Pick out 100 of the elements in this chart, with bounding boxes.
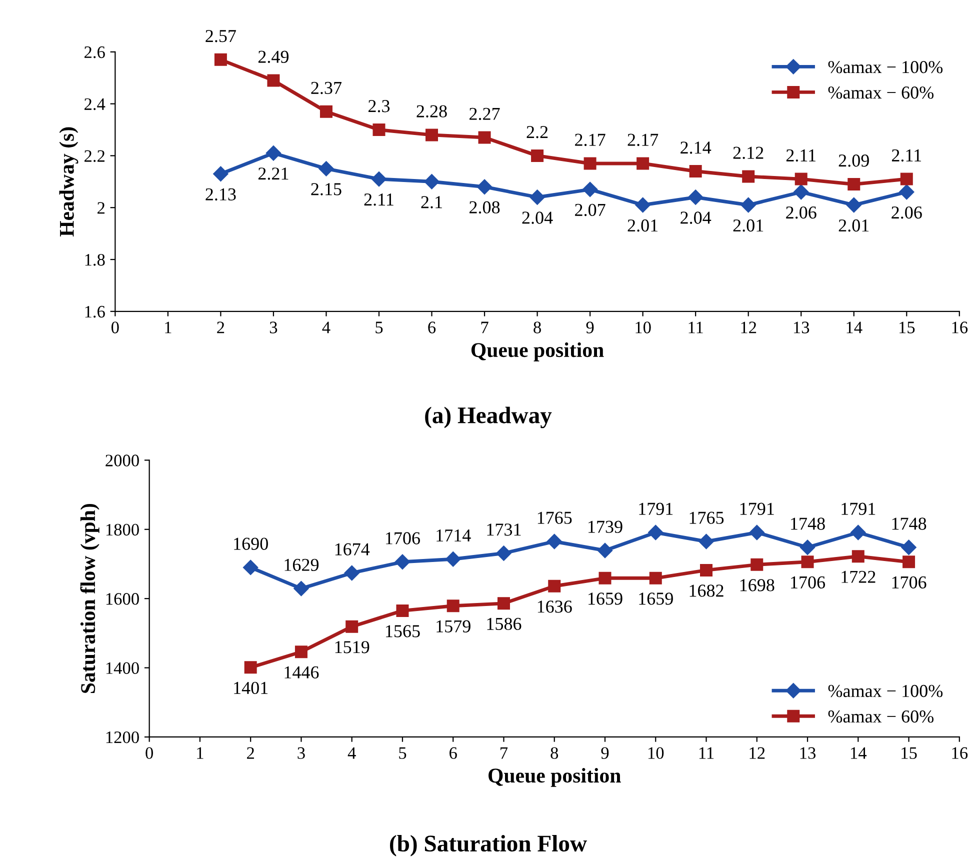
data-label: 1629	[284, 558, 319, 571]
point	[794, 172, 808, 186]
data-label: 1565	[386, 625, 420, 638]
point	[749, 524, 764, 540]
x-axis-title: Queue position	[471, 342, 604, 362]
data-label: 1791	[842, 502, 876, 515]
data-label: 2.01	[733, 219, 764, 232]
point	[740, 197, 756, 213]
data-label: 2.07	[575, 204, 606, 216]
data-label: 2.01	[628, 219, 658, 232]
x-tick-label: 13	[800, 747, 816, 759]
x-tick-label: 5	[399, 747, 406, 759]
data-label: 2.37	[311, 82, 342, 94]
point	[584, 157, 596, 170]
point	[424, 174, 440, 190]
point	[318, 161, 334, 176]
data-label: 1748	[892, 518, 926, 530]
point	[902, 556, 916, 568]
legend-label: %amax − 100%	[828, 60, 943, 74]
y-tick-label: 2000	[106, 454, 139, 466]
point	[846, 197, 862, 213]
point	[850, 524, 866, 540]
data-label: 1706	[386, 532, 420, 544]
point	[852, 550, 864, 563]
data-label: 1765	[690, 512, 724, 524]
data-label: 1731	[487, 524, 521, 536]
point	[426, 128, 438, 142]
x-tick-label: 15	[899, 322, 915, 334]
data-label: 2.06	[892, 206, 922, 219]
point	[848, 178, 860, 190]
point	[214, 53, 227, 66]
data-label: 1714	[436, 529, 471, 542]
x-tick-label: 10	[648, 747, 664, 759]
text: (b) Saturation Flow	[390, 834, 587, 856]
point	[648, 524, 664, 540]
x-tick-label: 3	[270, 322, 278, 334]
point	[597, 542, 613, 558]
y-axis-title: Saturation flow (vph)	[80, 504, 100, 693]
point	[546, 534, 562, 550]
data-label: 1739	[588, 520, 622, 533]
x-tick-label: 1	[165, 322, 172, 334]
y-tick-label: 1.6	[85, 306, 105, 318]
point	[900, 172, 913, 186]
point	[346, 620, 358, 633]
data-label: 1519	[335, 641, 370, 654]
x-tick-label: 12	[750, 747, 765, 759]
x-tick-label: 4	[322, 322, 330, 334]
data-label: 2.13	[206, 188, 236, 201]
x-tick-label: 16	[952, 747, 968, 759]
x-tick-label: 14	[850, 747, 867, 759]
data-label: 1579	[436, 620, 470, 632]
point	[700, 564, 713, 576]
point	[372, 124, 386, 136]
x-tick-label: 8	[550, 747, 558, 759]
data-label: 2.08	[470, 201, 500, 214]
point	[548, 580, 561, 592]
point	[394, 554, 410, 570]
data-label: 2.15	[311, 183, 342, 196]
y-tick-label: 1200	[106, 731, 139, 744]
point	[750, 558, 764, 571]
point	[530, 190, 545, 205]
y-tick-label: 2.6	[84, 46, 105, 58]
y-tick-label: 1800	[106, 524, 139, 536]
data-label: 2.1	[421, 196, 442, 208]
point	[497, 597, 510, 610]
data-label: 2.3	[368, 100, 390, 112]
legend-label: %amax − 60%	[828, 86, 934, 99]
point	[213, 166, 228, 182]
x-tick-label: 9	[601, 747, 609, 759]
point	[801, 556, 814, 568]
point	[582, 182, 598, 198]
data-label: 2.11	[786, 149, 816, 162]
data-label: 1690	[234, 538, 268, 550]
point	[635, 197, 650, 213]
point	[371, 171, 387, 187]
data-label: 2.49	[258, 50, 289, 63]
point	[344, 565, 360, 581]
data-label: 2.21	[258, 168, 288, 180]
data-label: 2.12	[733, 146, 764, 159]
data-label: 1765	[538, 512, 572, 524]
x-tick-label: 7	[500, 747, 508, 759]
data-label: 2.14	[680, 142, 712, 154]
y-tick-label: 1400	[106, 662, 139, 674]
data-label: 2.28	[416, 105, 447, 118]
x-tick-label: 3	[298, 747, 305, 759]
x-axis-title: Queue position	[488, 768, 621, 787]
point	[267, 74, 280, 87]
data-label: 2.11	[892, 149, 922, 162]
data-label: 1791	[740, 502, 774, 515]
data-label: 1682	[690, 584, 724, 597]
x-tick-label: 2	[247, 747, 254, 759]
legend-label: %amax − 100%	[828, 684, 943, 698]
point	[794, 184, 809, 200]
x-tick-label: 15	[902, 747, 917, 759]
data-label: 2.27	[470, 108, 500, 120]
point	[446, 552, 461, 567]
y-tick-label: 1.8	[85, 254, 105, 266]
x-tick-label: 6	[450, 747, 457, 759]
y-tick-label: 2.4	[84, 98, 106, 110]
point	[649, 572, 662, 584]
